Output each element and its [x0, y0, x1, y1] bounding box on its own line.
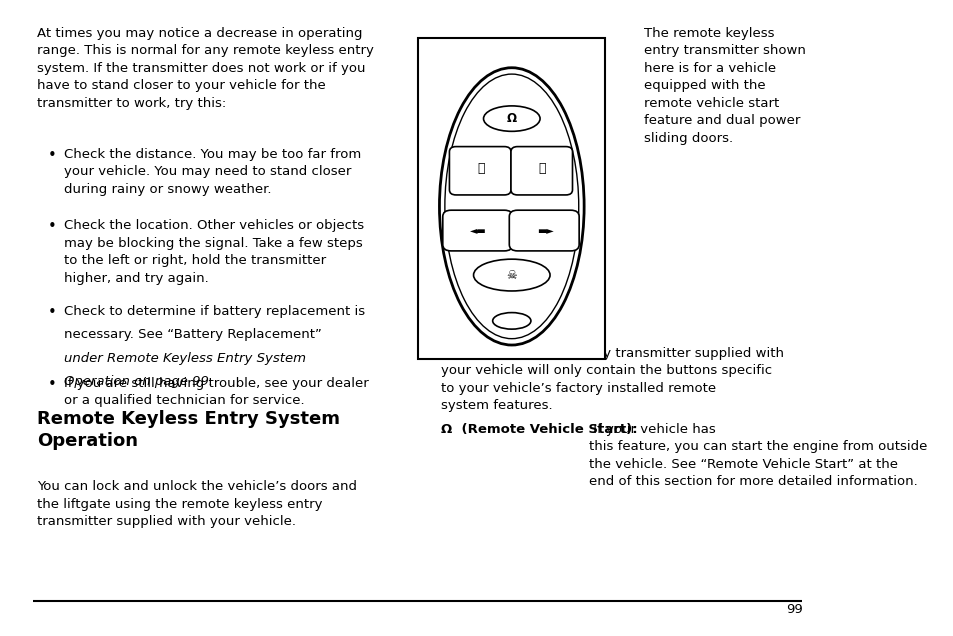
- Ellipse shape: [439, 68, 583, 345]
- Text: At times you may notice a decrease in operating
range. This is normal for any re: At times you may notice a decrease in op…: [37, 27, 374, 110]
- Ellipse shape: [444, 74, 578, 338]
- Text: Check the location. Other vehicles or objects
may be blocking the signal. Take a: Check the location. Other vehicles or ob…: [64, 219, 364, 285]
- Text: Check to determine if battery replacement is: Check to determine if battery replacemen…: [64, 305, 365, 318]
- FancyBboxPatch shape: [449, 146, 511, 195]
- Text: under Remote Keyless Entry System: under Remote Keyless Entry System: [64, 352, 306, 364]
- Text: Ω: Ω: [506, 112, 517, 125]
- Text: 🔓: 🔓: [538, 162, 546, 175]
- Text: Remote Keyless Entry System
Operation: Remote Keyless Entry System Operation: [37, 410, 340, 450]
- Text: Operation on page 99.: Operation on page 99.: [64, 375, 213, 388]
- Text: necessary. See “Battery Replacement”: necessary. See “Battery Replacement”: [64, 328, 321, 342]
- FancyBboxPatch shape: [511, 146, 572, 195]
- Text: If your vehicle has
this feature, you can start the engine from outside
the vehi: If your vehicle has this feature, you ca…: [588, 423, 926, 488]
- FancyBboxPatch shape: [442, 210, 512, 251]
- Text: •: •: [48, 305, 56, 321]
- Text: •: •: [48, 148, 56, 163]
- Text: ◄▬: ◄▬: [470, 225, 486, 235]
- Text: 🔒: 🔒: [476, 162, 484, 175]
- Text: If you are still having trouble, see your dealer
or a qualified technician for s: If you are still having trouble, see you…: [64, 377, 369, 407]
- Text: You can lock and unlock the vehicle’s doors and
the liftgate using the remote ke: You can lock and unlock the vehicle’s do…: [37, 480, 357, 528]
- Text: Ω  (Remote Vehicle Start):: Ω (Remote Vehicle Start):: [440, 423, 637, 436]
- Ellipse shape: [483, 106, 539, 132]
- FancyBboxPatch shape: [509, 210, 578, 251]
- Bar: [417, 38, 605, 359]
- Text: ☠: ☠: [506, 268, 517, 282]
- Text: The remote keyless
entry transmitter shown
here is for a vehicle
equipped with t: The remote keyless entry transmitter sho…: [643, 27, 805, 145]
- Text: The remote keyless entry transmitter supplied with
your vehicle will only contai: The remote keyless entry transmitter sup…: [440, 347, 782, 412]
- Text: •: •: [48, 377, 56, 392]
- Ellipse shape: [492, 313, 531, 329]
- Text: Check the distance. You may be too far from
your vehicle. You may need to stand : Check the distance. You may be too far f…: [64, 148, 361, 195]
- Text: ▬►: ▬►: [537, 225, 553, 235]
- Text: •: •: [48, 219, 56, 235]
- Ellipse shape: [473, 259, 550, 291]
- Text: 99: 99: [785, 603, 801, 616]
